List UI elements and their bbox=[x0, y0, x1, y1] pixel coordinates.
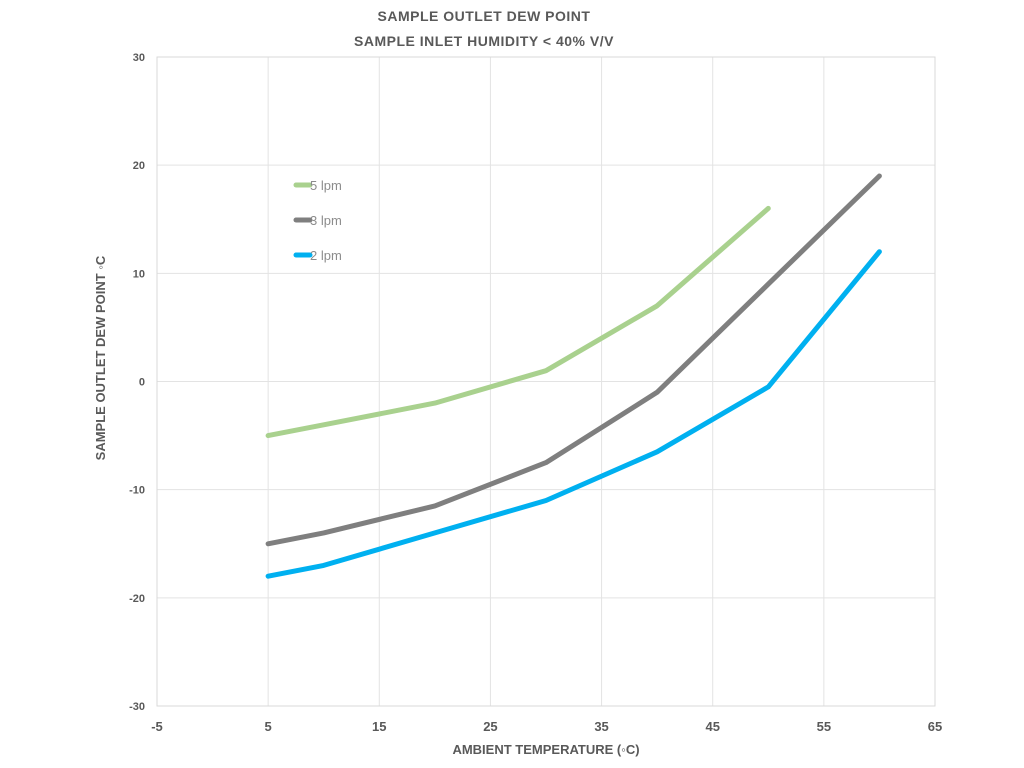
x-tick-label: 45 bbox=[705, 719, 719, 734]
chart-subtitle: SAMPLE INLET HUMIDITY < 40% V/V bbox=[354, 33, 614, 49]
y-tick-label: 30 bbox=[133, 52, 145, 64]
x-tick-label: 15 bbox=[372, 719, 386, 734]
y-tick-label: -30 bbox=[129, 701, 145, 713]
x-tick-label: 55 bbox=[817, 719, 831, 734]
x-tick-label: -5 bbox=[151, 719, 163, 734]
x-tick-label: 5 bbox=[265, 719, 272, 734]
legend-label-2-lpm: 2 lpm bbox=[310, 248, 342, 263]
y-tick-label: -10 bbox=[129, 485, 145, 497]
x-tick-label: 35 bbox=[594, 719, 608, 734]
legend-label-3-lpm: 3 lpm bbox=[310, 213, 342, 228]
series-line-2-lpm bbox=[265, 249, 882, 579]
y-tick-label: 0 bbox=[139, 377, 145, 389]
legend-label-5-lpm: 5 lpm bbox=[310, 178, 342, 193]
y-tick-label: -20 bbox=[129, 593, 145, 605]
x-tick-label: 65 bbox=[928, 719, 942, 734]
x-axis-ticks: -5 5 15 25 35 45 55 65 bbox=[151, 719, 942, 734]
grid-layer bbox=[156, 56, 936, 707]
series-line-3-lpm bbox=[265, 173, 882, 547]
x-axis-label: AMBIENT TEMPERATURE (◦C) bbox=[452, 742, 639, 757]
y-tick-label: 10 bbox=[133, 268, 145, 280]
x-tick-label: 25 bbox=[483, 719, 497, 734]
legend: 5 lpm 3 lpm 2 lpm bbox=[293, 178, 342, 263]
chart-title: SAMPLE OUTLET DEW POINT bbox=[378, 8, 591, 24]
series-line-5-lpm bbox=[265, 205, 771, 439]
y-axis-ticks: -30 -20 -10 0 10 20 30 bbox=[129, 52, 145, 713]
y-tick-label: 20 bbox=[133, 160, 145, 172]
y-axis-label: SAMPLE OUTLET DEW POINT ◦C bbox=[93, 255, 108, 460]
plot-area-border bbox=[156, 56, 936, 707]
series-layer bbox=[265, 173, 882, 579]
